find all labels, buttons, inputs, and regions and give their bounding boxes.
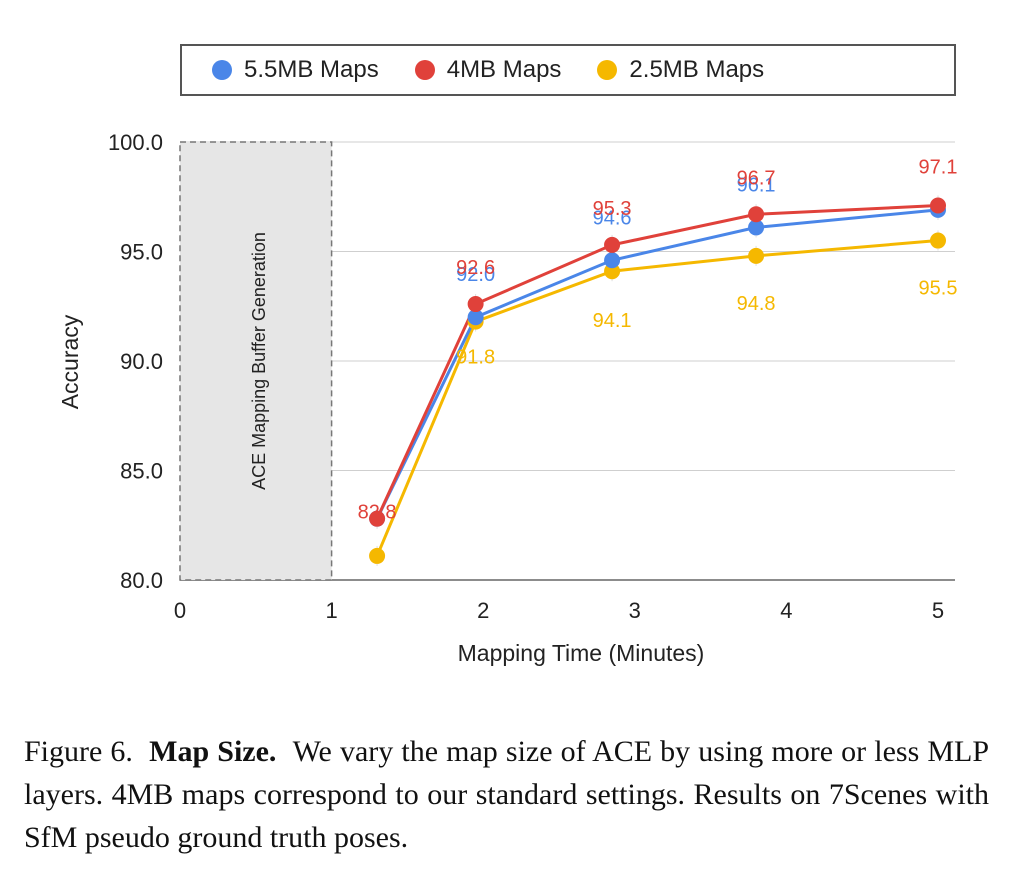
- data-label-0-2: 94.6: [593, 207, 632, 229]
- y-tick-label-1: 85.0: [120, 459, 163, 484]
- point-2-2: [604, 263, 621, 280]
- point-1-3: [748, 206, 765, 223]
- point-1-2: [604, 236, 621, 253]
- x-axis-title: Mapping Time (Minutes): [458, 640, 705, 666]
- caption-prefix: Figure 6.: [24, 735, 133, 768]
- caption-title: Map Size.: [149, 735, 277, 768]
- buffer-region: [179, 141, 333, 581]
- data-label-2-4: 95.5: [919, 278, 958, 300]
- y-tick-label-2: 90.0: [120, 349, 163, 374]
- legend-dot-4mb: [414, 60, 435, 80]
- data-label-1-2: 95.3: [593, 198, 632, 220]
- line-chart: 80.0 85.0 90.0 95.0 100.0 ACE Mapping Buffer …: [57, 130, 958, 666]
- y-tick-label-4: 100.0: [108, 130, 163, 155]
- point-0-2: [604, 252, 621, 269]
- legend-item-4mb: 4MB Maps: [414, 56, 562, 84]
- y-tick-label-3: 95.0: [120, 240, 163, 265]
- data-label-2-3: 94.8: [737, 293, 776, 315]
- buffer-region-label: ACE Mapping Buffer Generation: [249, 232, 269, 490]
- legend: 5.5MB Maps 4MB Maps 2.5MB Maps: [180, 44, 956, 96]
- point-2-4: [930, 232, 946, 249]
- point-1-1: [467, 296, 484, 313]
- x-tick-label-2: 2: [477, 598, 489, 623]
- legend-dot-5-5mb: [212, 60, 232, 80]
- data-label-1-1: 92.6: [456, 257, 495, 279]
- figure-caption: Figure 6. Map Size. We vary the map size…: [24, 730, 989, 859]
- point-1-4: [930, 197, 946, 214]
- data-label-1-0: 82.8: [358, 502, 397, 524]
- y-tick-label-0: 80.0: [120, 568, 163, 593]
- data-label-2-1: 91.8: [456, 347, 495, 369]
- point-2-0: [369, 547, 386, 564]
- point-0-3: [748, 219, 765, 236]
- point-2-3: [748, 247, 765, 264]
- data-label-1-4: 97.1: [919, 157, 958, 179]
- x-tick-label-1: 1: [325, 598, 337, 623]
- data-label-0-3: 96.1: [737, 174, 776, 196]
- legend-label-4mb: 4MB Maps: [446, 56, 562, 83]
- legend-label-5-5mb: 5.5MB Maps: [244, 56, 379, 83]
- legend-item-2-5mb: 2.5MB Maps: [597, 56, 764, 84]
- x-tick-label-0: 0: [174, 598, 186, 623]
- series-line-2: [375, 239, 939, 557]
- point-0-1: [467, 309, 484, 326]
- point-1-0: [369, 510, 386, 527]
- data-label-1-3: 96.7: [737, 167, 776, 189]
- data-label-0-1: 92.0: [456, 264, 495, 286]
- legend-item-5-5mb: 5.5MB Maps: [212, 56, 379, 84]
- y-axis-title: Accuracy: [57, 314, 83, 409]
- x-tick-label-3: 3: [629, 598, 641, 623]
- x-tick-label-4: 4: [780, 598, 792, 623]
- x-tick-label-5: 5: [932, 598, 944, 623]
- legend-dot-2-5mb: [597, 60, 618, 80]
- caption-body: We vary the map size of ACE by using mor…: [24, 735, 990, 854]
- legend-label-2-5mb: 2.5MB Maps: [629, 56, 765, 83]
- data-label-2-2: 94.1: [593, 310, 632, 332]
